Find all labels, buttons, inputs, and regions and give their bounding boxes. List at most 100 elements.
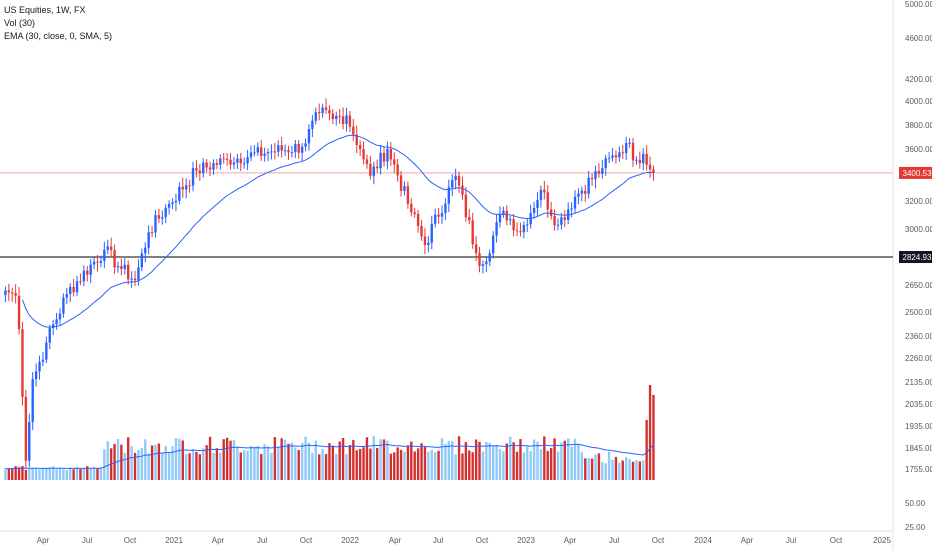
candle-body [287, 150, 290, 153]
volume-bar [648, 385, 652, 480]
volume-bar [260, 453, 263, 480]
candle-body [123, 264, 126, 269]
volume-bar [225, 437, 229, 480]
candle-body [560, 217, 563, 225]
volume-bar [137, 449, 140, 480]
candle-body [294, 143, 297, 153]
volume-bar [41, 467, 45, 480]
price-axis-label: 3000.00 [905, 225, 932, 234]
volume-bar [191, 448, 195, 480]
candle-body [167, 203, 171, 208]
price-axis-label: 2035.00 [905, 400, 932, 409]
volume-bar [509, 436, 512, 480]
volume-bar [314, 440, 317, 480]
candle-body [509, 219, 512, 221]
volume-bar [239, 452, 242, 480]
volume-bar [355, 450, 358, 480]
candle-body [335, 115, 338, 119]
volume-bar [488, 442, 491, 480]
volume-bar [590, 458, 594, 480]
volume-bar [611, 459, 614, 480]
price-axis-label: 4000.00 [905, 97, 932, 106]
candle-body [495, 222, 498, 236]
candle-body [106, 246, 109, 250]
candle-body [174, 200, 178, 203]
volume-bar [178, 438, 181, 480]
volume-bar [86, 466, 89, 480]
candle-body [41, 359, 45, 362]
candle-body [38, 361, 41, 372]
time-axis-label: Oct [124, 536, 137, 545]
volume-bar [219, 452, 222, 480]
volume-bar [106, 441, 109, 480]
volume-bar [150, 445, 154, 480]
volume-bar [307, 442, 311, 480]
candle-body [150, 232, 154, 234]
volume-bar [607, 452, 611, 480]
candle-body [447, 187, 451, 204]
volume-bar [51, 466, 55, 480]
candle-body [393, 159, 396, 165]
candle-body [543, 189, 546, 193]
volume-bar [283, 439, 287, 480]
candle-body [416, 213, 420, 227]
volume-bar [103, 449, 106, 480]
time-axis-label: 2025 [873, 536, 891, 545]
candle-body [352, 126, 355, 135]
candle-body [92, 261, 96, 265]
candle-body [563, 217, 566, 220]
candle-body [133, 278, 137, 281]
time-axis[interactable]: Apr Jul Oct 2021 Apr Jul Oct 2022 Apr Jul Oct 2023 A… [0, 530, 893, 545]
candle-body [454, 175, 457, 181]
candle-body [273, 151, 277, 153]
volume-bar [403, 451, 406, 480]
candle-body [318, 112, 321, 114]
candle-body [14, 293, 17, 296]
volume-bar [205, 445, 208, 480]
volume-bar [491, 446, 495, 480]
volume-bar [96, 468, 99, 480]
volume-bar [461, 453, 464, 480]
volume-bar [280, 438, 283, 480]
volume-bar [549, 448, 553, 480]
candle-body [546, 192, 549, 210]
time-axis-label: 2023 [517, 536, 535, 545]
volume-bar [195, 451, 198, 480]
time-axis-label: 2021 [165, 536, 183, 545]
volume-bar [618, 462, 621, 480]
volume-bar [318, 454, 321, 480]
volume-bar [113, 443, 116, 480]
ema-lines [5, 134, 654, 470]
volume-bar [522, 452, 526, 480]
candle-body [239, 158, 242, 164]
volume-bar [72, 469, 75, 480]
price-axis[interactable]: 5000.00 4600.00 4200.00 4000.00 3800.00 3600.… [892, 0, 932, 550]
volume-bar [468, 450, 471, 480]
candle-body [645, 153, 648, 165]
candle-body [457, 175, 461, 186]
candle-body [614, 155, 618, 158]
volume-bar [147, 453, 150, 480]
volume-bar [556, 451, 560, 480]
volume-bar [372, 436, 375, 480]
volume-bar [553, 438, 556, 480]
candle-body [304, 143, 307, 147]
volume-bar [396, 447, 399, 480]
volume-bar [263, 444, 266, 480]
time-axis-label: 2022 [341, 536, 359, 545]
volume-bar [485, 441, 488, 480]
volume-bar [379, 439, 382, 480]
volume-bar [546, 451, 549, 480]
volume-bar [543, 436, 546, 480]
time-axis-label: Jul [82, 536, 92, 545]
volume-bar [389, 453, 393, 480]
volume-bar [28, 468, 31, 480]
candle-body [11, 292, 14, 294]
volume-bar [48, 467, 51, 480]
volume-bar [437, 450, 440, 480]
volume-bar [447, 441, 451, 480]
volume-bar [212, 452, 215, 480]
volume-bar [573, 438, 577, 480]
candle-body [464, 194, 468, 218]
